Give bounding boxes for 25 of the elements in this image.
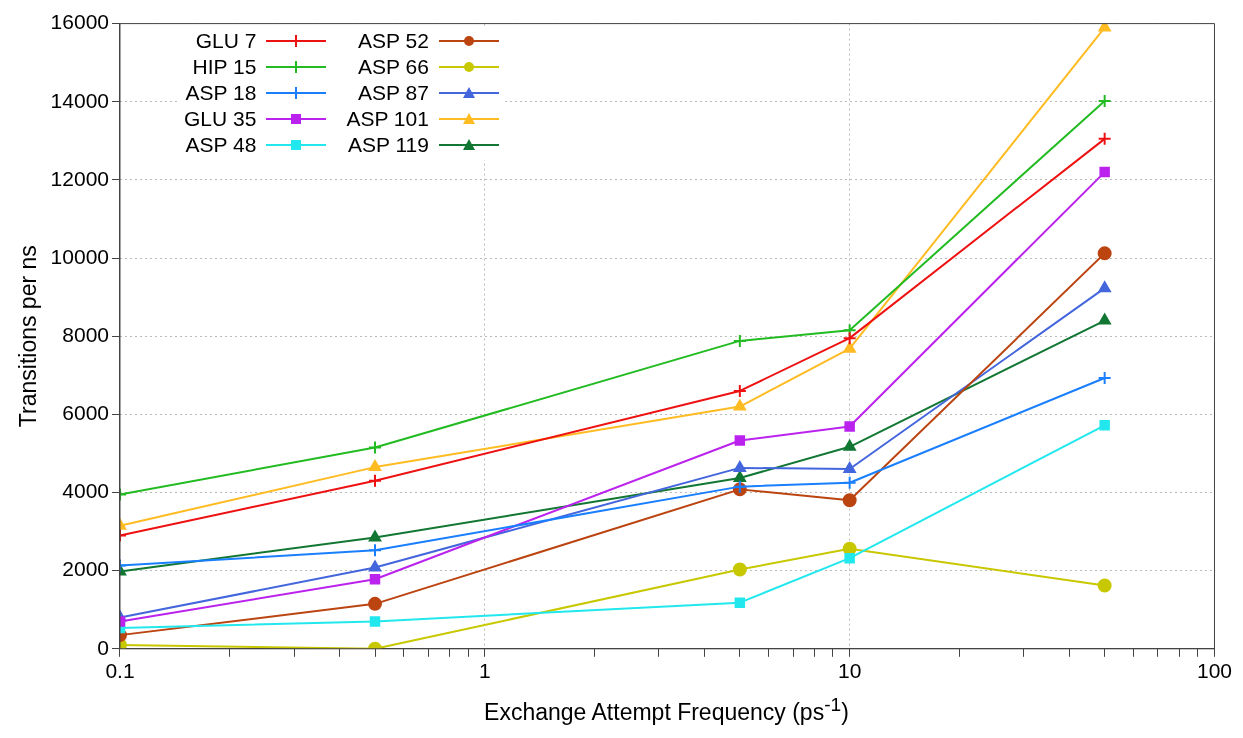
- y-tick-label: 10000: [50, 244, 109, 268]
- x-tick-label: 100: [1196, 659, 1232, 683]
- y-tick-label: 2000: [62, 557, 109, 581]
- y-tick-label: 8000: [62, 323, 109, 346]
- legend-label: ASP 48: [185, 133, 257, 157]
- y-tick-label: 0: [97, 635, 109, 659]
- legend-label: HIP 15: [192, 55, 257, 79]
- x-axis-title: Exchange Attempt Frequency (ps$^{-1}$): [483, 694, 850, 726]
- legend-label: ASP 119: [347, 133, 429, 157]
- legend-label: ASP 66: [358, 55, 429, 79]
- x-tick-label: 0.1: [105, 659, 135, 683]
- y-tick-label: 4000: [62, 479, 109, 503]
- x-tick-label: 10: [837, 659, 862, 683]
- y-tick-label: 14000: [50, 88, 109, 112]
- x-tick-label: 1: [478, 659, 491, 683]
- legend-label: ASP 18: [185, 81, 257, 105]
- y-tick-label: 16000: [50, 10, 109, 34]
- y-tick-label: 6000: [62, 401, 109, 425]
- legend-label: ASP 101: [346, 107, 429, 131]
- legend-label: ASP 87: [358, 81, 429, 105]
- y-axis-title: Transitions per ns: [15, 245, 42, 428]
- legend-label: GLU 35: [184, 107, 257, 131]
- y-tick-label: 12000: [50, 166, 109, 190]
- legend-label: GLU 7: [195, 29, 257, 53]
- legend-label: ASP 52: [358, 29, 429, 53]
